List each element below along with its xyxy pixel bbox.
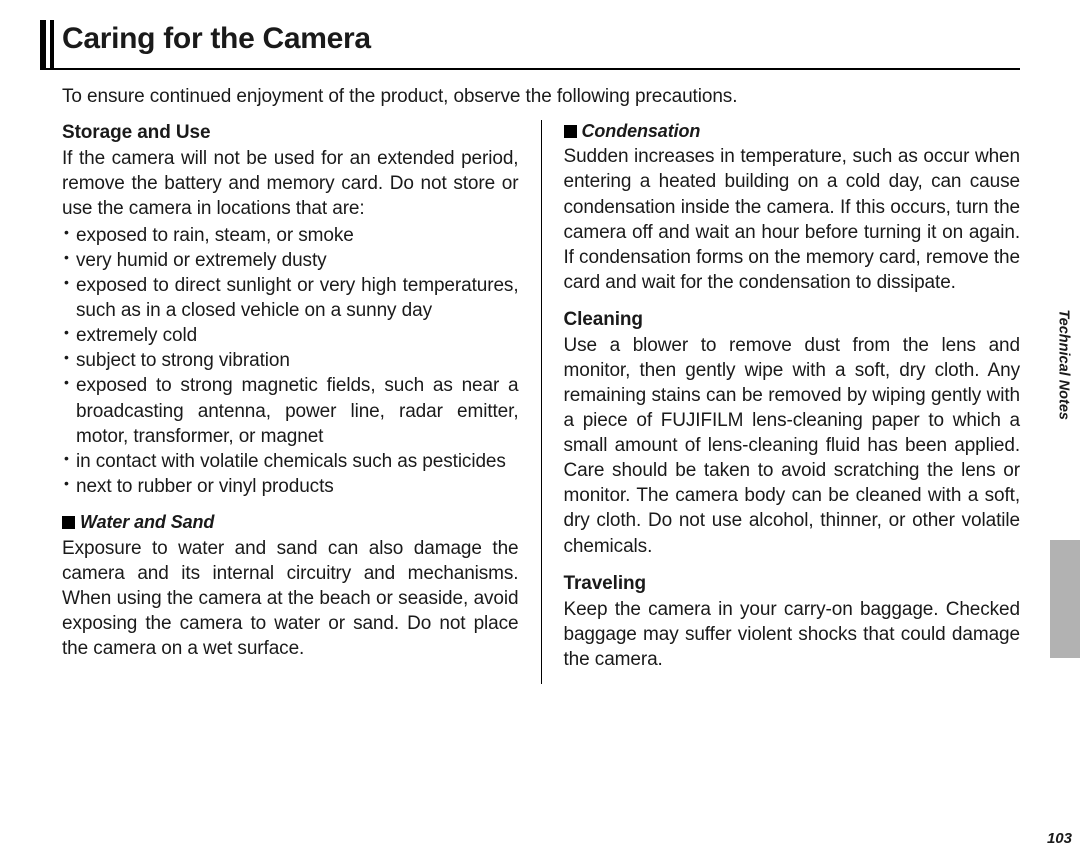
list-item: very humid or extremely dusty — [62, 248, 519, 273]
condensation-body: Sudden increases in temperature, such as… — [564, 144, 1021, 294]
thumb-index-box — [1050, 540, 1080, 658]
left-column: Storage and Use If the camera will not b… — [62, 120, 519, 684]
list-item: exposed to rain, steam, or smoke — [62, 223, 519, 248]
page-title: Caring for the Camera — [62, 22, 371, 56]
list-item: extremely cold — [62, 323, 519, 348]
list-item: in contact with volatile chemicals such … — [62, 449, 519, 474]
square-bullet-icon — [564, 125, 577, 138]
heading-water-sand: Water and Sand — [62, 511, 519, 535]
heading-condensation-label: Condensation — [582, 121, 701, 141]
heading-condensation: Condensation — [564, 120, 1021, 144]
manual-page: Caring for the Camera To ensure continue… — [40, 20, 1020, 830]
heading-water-sand-label: Water and Sand — [80, 512, 214, 532]
title-block: Caring for the Camera — [40, 20, 1020, 78]
heading-traveling: Traveling — [564, 571, 1021, 596]
title-bar-thin — [50, 20, 54, 68]
cleaning-body: Use a blower to remove dust from the len… — [564, 333, 1021, 559]
section-label: Technical Notes — [1056, 309, 1072, 420]
list-item: subject to strong vibration — [62, 348, 519, 373]
title-bar-thick — [40, 20, 46, 68]
page-number: 103 — [1047, 830, 1072, 847]
list-item: exposed to direct sunlight or very high … — [62, 273, 519, 323]
list-item: next to rubber or vinyl products — [62, 474, 519, 499]
square-bullet-icon — [62, 516, 75, 529]
storage-intro: If the camera will not be used for an ex… — [62, 146, 519, 221]
column-divider — [541, 120, 542, 684]
list-item: exposed to strong magnetic fields, such … — [62, 373, 519, 448]
water-sand-body: Exposure to water and sand can also dama… — [62, 536, 519, 661]
right-column: Condensation Sudden increases in tempera… — [564, 120, 1021, 684]
heading-cleaning: Cleaning — [564, 307, 1021, 332]
intro-text: To ensure continued enjoyment of the pro… — [62, 84, 1020, 110]
two-column-layout: Storage and Use If the camera will not b… — [62, 120, 1020, 684]
traveling-body: Keep the camera in your carry-on baggage… — [564, 597, 1021, 672]
heading-storage: Storage and Use — [62, 120, 519, 145]
title-underline — [40, 68, 1020, 70]
storage-list: exposed to rain, steam, or smoke very hu… — [62, 223, 519, 499]
